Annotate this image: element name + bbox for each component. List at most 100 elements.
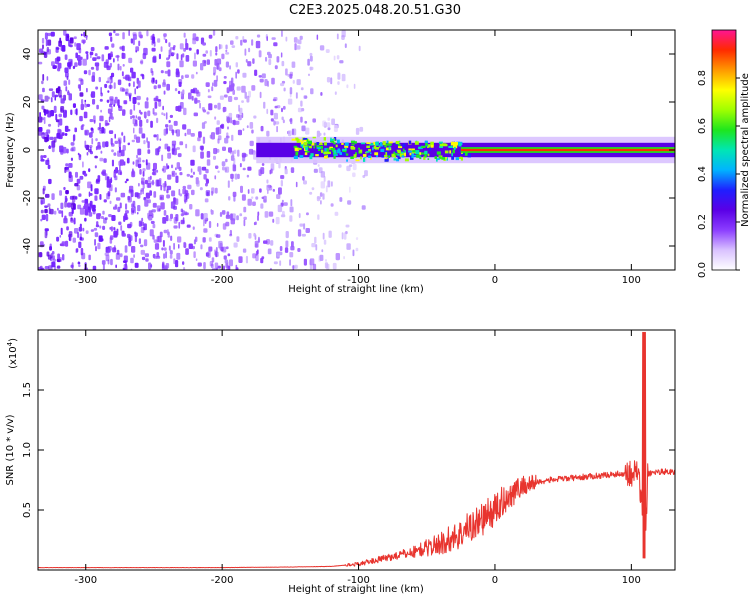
colorbar-ticks: 0.0 0.2 0.4 0.6 0.8 bbox=[697, 70, 740, 278]
noise-cell bbox=[180, 213, 184, 217]
noise-cell bbox=[161, 154, 164, 162]
noise-cell bbox=[247, 61, 252, 67]
noise-cell bbox=[213, 148, 218, 155]
noise-cell bbox=[78, 59, 82, 66]
noise-cell bbox=[208, 221, 212, 229]
noise-cell bbox=[227, 126, 229, 130]
noise-cell bbox=[244, 91, 247, 99]
noise-cell bbox=[292, 265, 295, 270]
noise-cell bbox=[316, 196, 320, 202]
snr-y-ticks: 0.5 1.0 1.5 bbox=[22, 382, 675, 518]
noise-cell bbox=[242, 248, 247, 253]
signal-cell bbox=[382, 146, 387, 149]
noise-cell bbox=[142, 53, 147, 60]
noise-cell bbox=[347, 200, 352, 205]
noise-cell bbox=[339, 60, 344, 64]
noise-cell bbox=[205, 190, 211, 197]
noise-cell bbox=[99, 98, 103, 102]
noise-cell bbox=[182, 217, 185, 224]
noise-cell bbox=[150, 181, 155, 185]
noise-cell bbox=[307, 58, 310, 66]
noise-cell bbox=[242, 128, 245, 131]
noise-cell bbox=[225, 246, 229, 250]
noise-cell bbox=[110, 226, 113, 232]
noise-cell bbox=[170, 213, 173, 219]
noise-cell bbox=[323, 132, 326, 136]
noise-cell bbox=[204, 121, 207, 124]
noise-cell bbox=[327, 127, 331, 131]
x-tick-label: -300 bbox=[74, 575, 97, 586]
noise-cell bbox=[41, 37, 45, 44]
noise-cell bbox=[283, 105, 286, 110]
noise-cell bbox=[246, 95, 250, 103]
noise-cell bbox=[65, 86, 68, 92]
noise-cell bbox=[308, 73, 310, 77]
noise-cell bbox=[192, 60, 197, 67]
noise-cell bbox=[210, 209, 213, 213]
noise-cell bbox=[56, 265, 61, 269]
noise-cell bbox=[190, 244, 193, 250]
signal-cell bbox=[382, 141, 386, 146]
noise-cell bbox=[90, 51, 92, 59]
signal-cell bbox=[362, 154, 367, 157]
noise-cell bbox=[83, 111, 88, 119]
noise-cell bbox=[137, 205, 141, 212]
noise-cell bbox=[130, 268, 133, 270]
noise-cell bbox=[243, 219, 246, 227]
signal-cell bbox=[421, 145, 426, 148]
noise-cell bbox=[219, 95, 224, 100]
noise-cell bbox=[114, 245, 116, 251]
colorbar-tick-label: 0.2 bbox=[697, 214, 708, 230]
noise-cell bbox=[126, 178, 129, 182]
noise-cell bbox=[153, 162, 157, 170]
noise-cell bbox=[283, 87, 286, 92]
noise-cell bbox=[143, 223, 147, 231]
noise-cell bbox=[48, 88, 54, 91]
noise-cell bbox=[130, 67, 134, 73]
signal-cell bbox=[295, 137, 299, 141]
signal-cell bbox=[323, 137, 326, 141]
noise-cell bbox=[74, 183, 79, 187]
noise-cell bbox=[203, 264, 206, 268]
noise-cell bbox=[341, 73, 346, 82]
noise-cell bbox=[331, 118, 335, 126]
noise-cell bbox=[127, 196, 132, 203]
noise-cell bbox=[267, 51, 271, 56]
noise-cell bbox=[96, 221, 99, 227]
colorbar-tick-label: 0.6 bbox=[697, 118, 708, 134]
noise-cell bbox=[74, 109, 78, 115]
noise-cell bbox=[273, 120, 276, 126]
noise-cell bbox=[78, 261, 80, 265]
noise-cell bbox=[86, 152, 89, 156]
noise-cell bbox=[111, 215, 116, 221]
signal-cell bbox=[427, 158, 430, 160]
noise-cell bbox=[234, 173, 238, 180]
noise-cell bbox=[113, 170, 116, 178]
noise-cell bbox=[94, 239, 96, 246]
noise-cell bbox=[110, 258, 113, 266]
noise-cell bbox=[147, 149, 151, 154]
y-tick-label: 0 bbox=[22, 147, 33, 153]
noise-cell bbox=[138, 220, 142, 227]
signal-cell bbox=[344, 142, 349, 146]
noise-cell bbox=[84, 99, 87, 103]
noise-cell bbox=[58, 210, 62, 214]
noise-cell bbox=[245, 59, 248, 63]
noise-cell bbox=[214, 104, 218, 109]
noise-cell bbox=[190, 159, 195, 166]
noise-cell bbox=[268, 59, 272, 66]
noise-cell bbox=[191, 74, 195, 79]
noise-cell bbox=[200, 244, 203, 250]
signal-cell bbox=[366, 145, 370, 148]
noise-cell bbox=[259, 78, 264, 83]
noise-cell bbox=[303, 258, 307, 266]
noise-cell bbox=[81, 252, 86, 260]
noise-cell bbox=[216, 58, 222, 65]
noise-cell bbox=[214, 175, 217, 180]
noise-cell bbox=[221, 161, 226, 167]
signal-cell bbox=[303, 145, 308, 148]
signal-cell bbox=[464, 152, 468, 156]
signal-cell bbox=[436, 151, 441, 155]
noise-cell bbox=[220, 124, 224, 128]
noise-cell bbox=[118, 146, 121, 153]
